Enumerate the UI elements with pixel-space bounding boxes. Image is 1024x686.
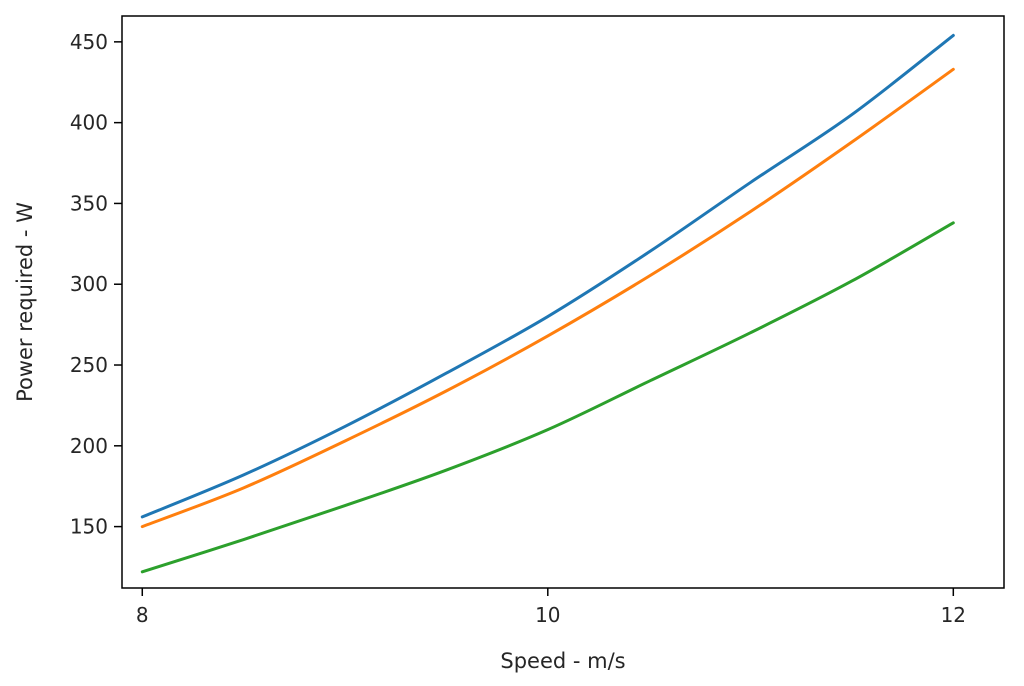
series-line-3 [140,221,955,574]
y-tick-label: 400 [70,111,108,135]
series-line-2 [140,67,955,529]
y-tick-label: 300 [70,272,108,296]
x-tick-label: 10 [535,603,560,627]
plot-frame [121,15,1005,589]
x-axis-ticks: 8 10 12 [136,588,966,627]
y-axis-label: Power required - W [13,202,37,402]
y-tick-label: 200 [70,434,108,458]
x-tick-label: 8 [136,603,149,627]
series-line-1 [140,33,955,519]
series-layer [140,33,955,574]
y-tick-label: 250 [70,353,108,377]
y-tick-label: 350 [70,191,108,215]
x-axis-label: Speed - m/s [500,649,625,673]
x-tick-label: 12 [941,603,966,627]
y-tick-label: 150 [70,515,108,539]
y-tick-label: 450 [70,30,108,54]
y-axis-ticks: 150 200 250 300 350 400 450 [70,30,122,539]
